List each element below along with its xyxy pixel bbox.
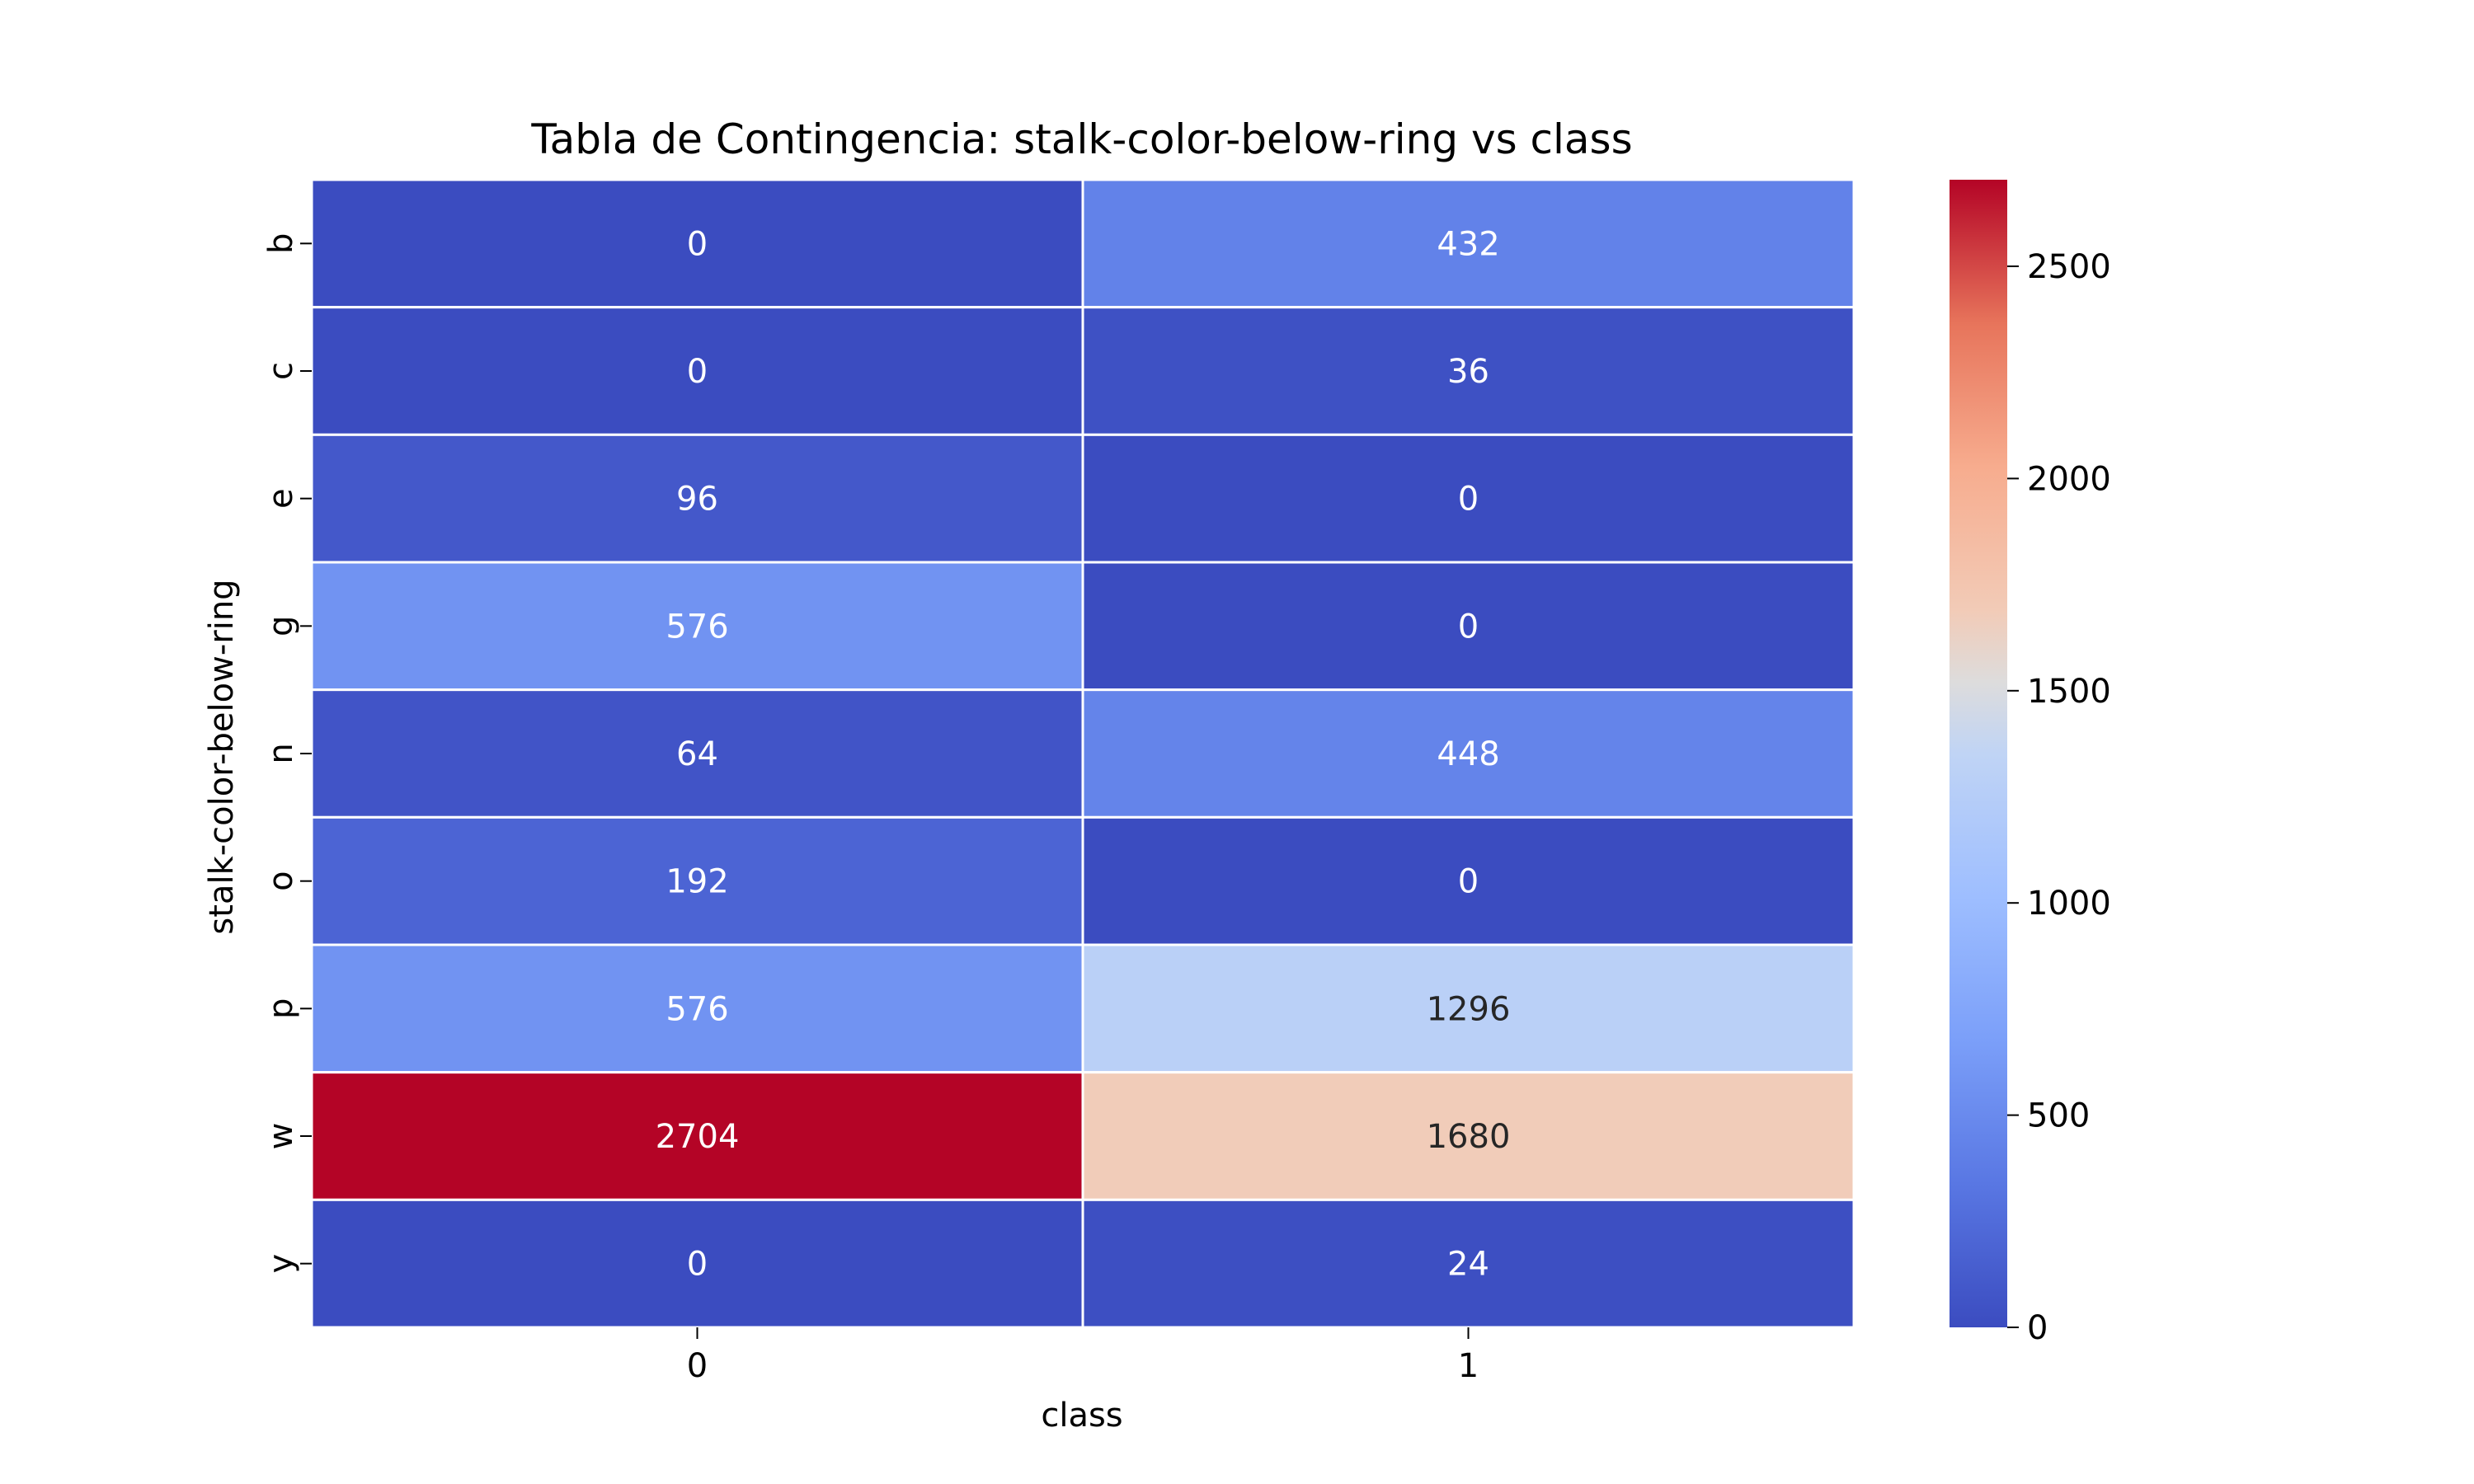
x-tick-label: 1 [1458, 1347, 1479, 1385]
cell-value-label: 64 [676, 735, 718, 773]
x-tick-label: 0 [687, 1347, 708, 1385]
cell-value-label: 576 [666, 990, 728, 1028]
colorbar-tick-label: 2000 [2027, 460, 2111, 498]
y-tick-label: g [262, 616, 300, 636]
heatmap-cell-g-1 [1081, 561, 1856, 692]
heatmap-cell-y-0 [310, 1198, 1084, 1329]
colorbar-tick-label: 500 [2027, 1097, 2090, 1135]
y-tick-label: b [262, 233, 300, 254]
colorbar-tick-label: 0 [2027, 1309, 2048, 1347]
heatmap-cell-e-1 [1081, 433, 1856, 564]
cell-value-label: 1680 [1427, 1118, 1511, 1156]
colorbar-tick-label: 1000 [2027, 885, 2111, 923]
heatmap-cell-c-0 [310, 306, 1084, 436]
cell-value-label: 36 [1447, 353, 1489, 391]
y-axis-label: stalk-color-below-ring [203, 579, 241, 934]
cell-value-label: 576 [666, 608, 728, 646]
y-axis-ticks: b c e g n o p w y [262, 233, 312, 1274]
heatmap-cell-b-0 [310, 178, 1084, 309]
heatmap-cell-o-1 [1081, 815, 1856, 946]
y-tick-label: n [262, 743, 300, 763]
cell-value-label: 0 [687, 1246, 708, 1284]
colorbar-ticks: 0 500 1000 1500 2000 2500 [2007, 248, 2111, 1347]
heatmap-cells [310, 178, 1856, 1329]
y-tick-label: y [262, 1254, 300, 1274]
y-tick-label: o [262, 871, 300, 890]
cell-value-label: 2704 [656, 1118, 740, 1156]
cell-value-label: 432 [1437, 225, 1499, 263]
heatmap-cell-y-1 [1081, 1198, 1856, 1329]
colorbar-tick-label: 1500 [2027, 673, 2111, 711]
cell-value-label: 0 [1458, 481, 1479, 519]
cell-value-label: 0 [1458, 863, 1479, 901]
chart-title: Tabla de Contingencia: stalk-color-below… [530, 115, 1632, 163]
x-axis-label: class [1041, 1397, 1122, 1435]
heatmap-cell-n-1 [1081, 688, 1856, 819]
heatmap-cell-c-1 [1081, 306, 1856, 436]
cell-value-label: 96 [676, 481, 718, 519]
heatmap-cell-b-1 [1081, 178, 1856, 309]
y-tick-label: c [262, 362, 300, 380]
y-tick-label: w [262, 1123, 300, 1150]
cell-value-label: 0 [687, 225, 708, 263]
colorbar [1950, 180, 2007, 1327]
cell-value-label: 0 [1458, 608, 1479, 646]
cell-value-label: 448 [1437, 735, 1499, 773]
y-tick-label: p [262, 998, 300, 1019]
heatmap-cell-e-0 [310, 433, 1084, 564]
y-tick-label: e [262, 488, 300, 509]
colorbar-tick-label: 2500 [2027, 248, 2111, 286]
cell-value-label: 1296 [1427, 990, 1511, 1028]
heatmap-cell-p-1 [1081, 943, 1856, 1074]
cell-annotations: 0 432 0 36 96 0 576 0 64 448 192 0 576 1296 2704 1680 0 2… [656, 225, 1511, 1283]
cell-value-label: 0 [687, 353, 708, 391]
heatmap-cell-p-0 [310, 943, 1084, 1074]
cell-value-label: 24 [1447, 1246, 1489, 1284]
cell-value-label: 192 [666, 863, 728, 901]
heatmap-cell-w-1 [1081, 1071, 1856, 1201]
heatmap-cell-w-0 [310, 1071, 1084, 1201]
